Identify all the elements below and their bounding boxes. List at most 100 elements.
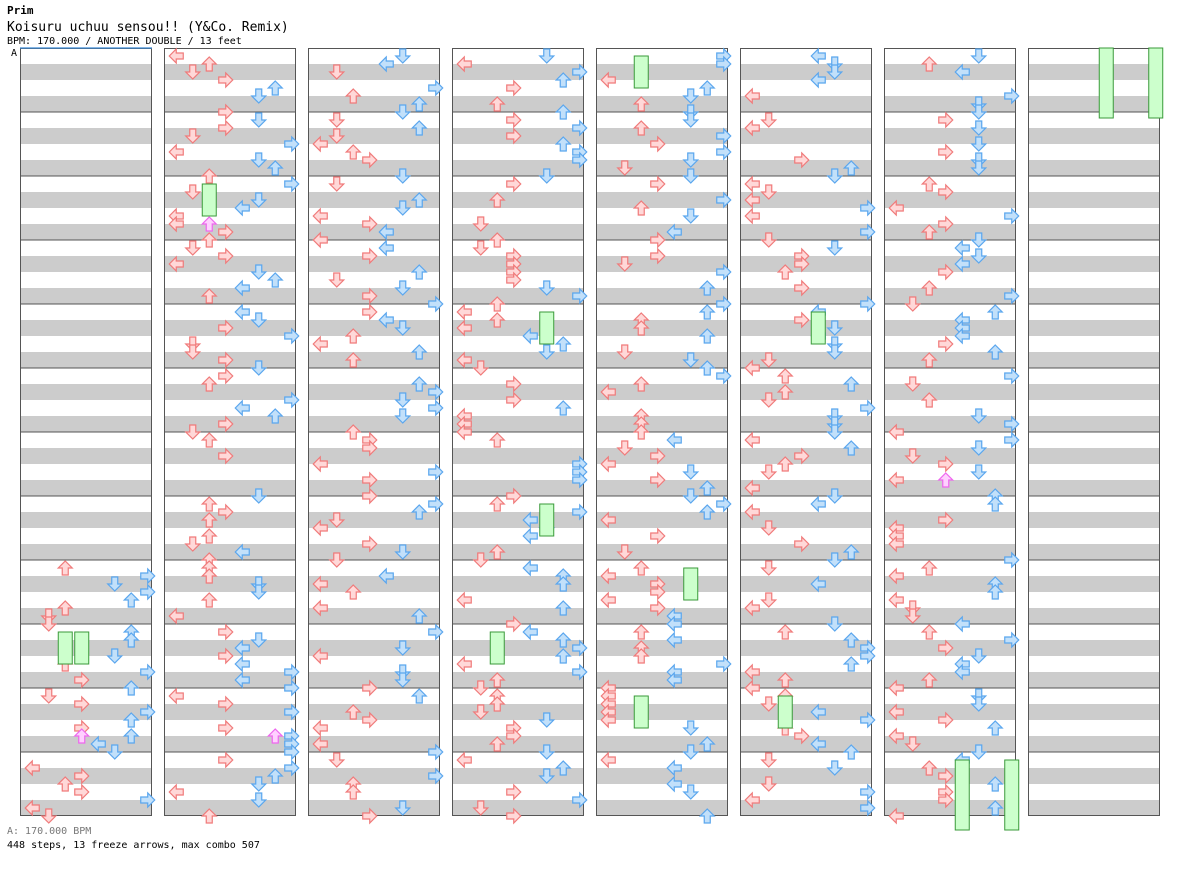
beat-stripe — [596, 128, 728, 144]
step-arrow-up — [410, 376, 428, 392]
step-arrow-right — [1004, 367, 1020, 385]
step-arrow-right — [716, 127, 732, 145]
step-arrow-left — [888, 471, 904, 489]
step-arrow-right — [938, 183, 954, 201]
step-arrow-right — [860, 711, 876, 729]
step-arrow-left — [456, 351, 472, 369]
step-arrow-right — [284, 703, 300, 721]
beat-stripe — [308, 672, 440, 688]
step-arrow-left — [888, 591, 904, 609]
beat-stripe — [884, 288, 1016, 304]
step-arrow-right — [362, 487, 378, 505]
step-arrow-right — [650, 447, 666, 465]
beat-stripe — [452, 352, 584, 368]
step-arrow-down — [472, 360, 490, 376]
beat-stripe — [1028, 288, 1160, 304]
beat-stripe — [740, 576, 872, 592]
step-arrow-down — [394, 672, 412, 688]
freeze-arrow — [633, 695, 649, 729]
step-arrow-right — [218, 447, 234, 465]
step-arrow-up — [488, 312, 506, 328]
beat-stripe — [164, 288, 296, 304]
beat-stripe — [596, 192, 728, 208]
freeze-arrow — [57, 631, 73, 665]
beat-stripe — [1028, 128, 1160, 144]
step-arrow-left — [234, 639, 250, 657]
step-arrow-right — [362, 287, 378, 305]
step-arrow-right — [506, 111, 522, 129]
step-arrow-down — [328, 552, 346, 568]
beat-stripe — [1028, 608, 1160, 624]
bpm-legend: A: 170.000 BPM — [7, 826, 92, 837]
beat-stripe — [1028, 576, 1160, 592]
step-arrow-up — [200, 168, 218, 184]
step-arrow-up — [344, 704, 362, 720]
beat-stripe — [740, 224, 872, 240]
step-arrow-down — [826, 344, 844, 360]
beat-stripe — [596, 384, 728, 400]
beat-stripe — [452, 640, 584, 656]
step-arrow-right — [572, 471, 588, 489]
step-arrow-left — [600, 711, 616, 729]
step-arrow-right — [362, 471, 378, 489]
beat-stripe — [164, 256, 296, 272]
step-arrow-down — [682, 112, 700, 128]
song-title: Koisuru uchuu sensou!! (Y&Co. Remix) — [7, 20, 289, 35]
step-arrow-down — [970, 248, 988, 264]
step-arrow-right — [938, 263, 954, 281]
step-arrow-left — [954, 615, 970, 633]
step-arrow-right — [284, 175, 300, 193]
step-arrow-up — [200, 56, 218, 72]
step-arrow-left — [888, 727, 904, 745]
step-arrow-right — [284, 391, 300, 409]
step-arrow-left — [666, 223, 682, 241]
step-arrow-left — [522, 511, 538, 529]
beat-stripe — [308, 608, 440, 624]
step-arrow-right — [284, 679, 300, 697]
step-arrow-right — [794, 311, 810, 329]
step-arrow-down — [394, 392, 412, 408]
beat-stripe — [596, 256, 728, 272]
step-arrow-right — [506, 727, 522, 745]
chart-column-3 — [308, 48, 444, 825]
beat-stripe — [596, 800, 728, 816]
beat-stripe — [164, 544, 296, 560]
step-arrow-right — [572, 663, 588, 681]
beat-stripe — [884, 608, 1016, 624]
beat-stripe — [1028, 672, 1160, 688]
step-arrow-up — [122, 680, 140, 696]
step-arrow-right — [506, 127, 522, 145]
step-arrow-right — [362, 303, 378, 321]
step-arrow-right — [428, 79, 444, 97]
step-arrow-left — [810, 495, 826, 513]
chart-column-5 — [596, 47, 732, 824]
beat-stripe — [308, 576, 440, 592]
beat-stripe — [452, 96, 584, 112]
step-arrow-right — [74, 767, 90, 785]
step-arrow-up — [344, 352, 362, 368]
step-arrow-down — [394, 544, 412, 560]
beat-stripe — [452, 224, 584, 240]
beat-stripe — [740, 704, 872, 720]
step-arrow-up — [410, 504, 428, 520]
step-arrow-up — [554, 336, 572, 352]
beat-stripe — [452, 64, 584, 80]
step-arrow-down — [760, 592, 778, 608]
beat-stripe — [308, 736, 440, 752]
step-arrow-up — [410, 608, 428, 624]
step-arrow-right — [572, 119, 588, 137]
step-arrow-right — [428, 383, 444, 401]
step-arrow-up — [200, 528, 218, 544]
step-arrow-left — [888, 703, 904, 721]
step-arrow-up — [266, 768, 284, 784]
step-arrow-left — [312, 231, 328, 249]
step-arrow-up — [842, 440, 860, 456]
step-arrow-left — [456, 423, 472, 441]
beat-stripe — [740, 672, 872, 688]
step-arrow-up — [986, 584, 1004, 600]
beat-stripe — [596, 608, 728, 624]
step-arrow-down — [40, 808, 58, 824]
beat-stripe — [452, 704, 584, 720]
freeze-arrow — [1004, 759, 1020, 831]
step-arrow-up — [698, 480, 716, 496]
